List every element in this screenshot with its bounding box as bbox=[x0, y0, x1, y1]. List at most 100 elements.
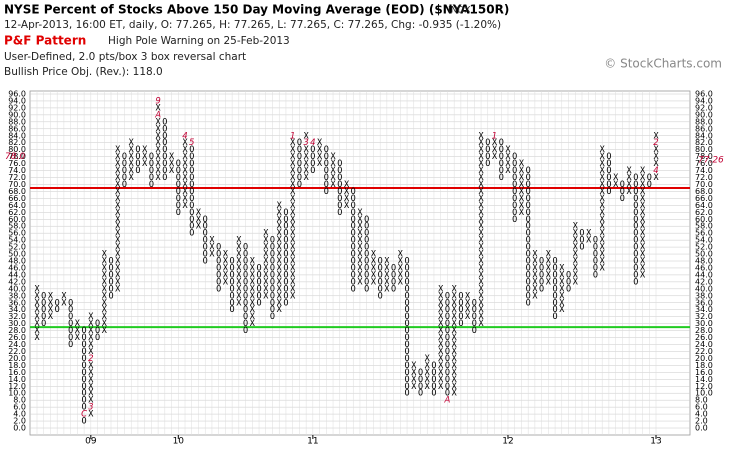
x-box: X bbox=[263, 257, 269, 267]
x-box: X bbox=[559, 270, 565, 280]
x-box: X bbox=[290, 173, 296, 183]
y-tick-label-right: 70.0 bbox=[695, 180, 713, 189]
o-box: O bbox=[297, 138, 302, 148]
month-marker: 2 bbox=[88, 354, 93, 364]
o-box: O bbox=[310, 145, 315, 155]
o-box: O bbox=[445, 291, 450, 301]
x-box: X bbox=[384, 270, 390, 280]
x-box: X bbox=[640, 180, 646, 190]
x-box: X bbox=[600, 215, 606, 225]
o-box: O bbox=[82, 389, 87, 399]
o-box: O bbox=[243, 326, 248, 336]
y-tick-label-right: 34.0 bbox=[695, 305, 713, 314]
x-box: X bbox=[182, 173, 188, 183]
pnf-column: XXX bbox=[142, 145, 148, 169]
y-tick-label-right: 2.0 bbox=[695, 417, 708, 426]
x-box: X bbox=[277, 257, 283, 267]
o-box: O bbox=[230, 277, 235, 287]
x-box: X bbox=[653, 152, 659, 162]
o-box: O bbox=[418, 389, 423, 399]
o-box: O bbox=[203, 250, 208, 260]
o-box: O bbox=[68, 333, 73, 343]
x-box: X bbox=[250, 312, 256, 322]
x-box: X bbox=[613, 180, 619, 190]
o-box: O bbox=[566, 277, 571, 287]
o-box: O bbox=[108, 257, 113, 267]
x-box: X bbox=[600, 152, 606, 162]
x-box: X bbox=[236, 263, 242, 273]
x-box: X bbox=[236, 257, 242, 267]
o-box: O bbox=[458, 312, 463, 322]
y-tick-label: 88.0 bbox=[8, 117, 26, 126]
month-marker: 3 bbox=[88, 403, 93, 413]
x-box: X bbox=[640, 166, 646, 176]
o-box: O bbox=[283, 222, 288, 232]
x-box: X bbox=[290, 270, 296, 280]
o-box: O bbox=[256, 298, 261, 308]
y-tick-label-right: 76.0 bbox=[695, 159, 713, 168]
x-box: X bbox=[182, 159, 188, 169]
o-box: O bbox=[135, 145, 140, 155]
o-box: O bbox=[633, 257, 638, 267]
x-box: X bbox=[142, 152, 148, 162]
o-box: O bbox=[499, 173, 504, 183]
y-tick-label: 94.0 bbox=[8, 96, 26, 105]
o-box: O bbox=[351, 277, 356, 287]
x-box: X bbox=[452, 340, 458, 350]
x-box: X bbox=[277, 305, 283, 315]
x-box: X bbox=[236, 298, 242, 308]
x-box: X bbox=[182, 194, 188, 204]
x-box: X bbox=[479, 201, 485, 211]
o-box: O bbox=[68, 312, 73, 322]
x-box: X bbox=[519, 208, 525, 218]
x-box: X bbox=[88, 361, 94, 371]
y-tick-label-right: 90.0 bbox=[695, 110, 713, 119]
x-box: X bbox=[102, 263, 108, 273]
o-box: O bbox=[593, 243, 598, 253]
x-box: X bbox=[600, 145, 606, 155]
x-box: X bbox=[75, 319, 81, 329]
o-box: O bbox=[431, 361, 436, 371]
x-box: X bbox=[438, 368, 444, 378]
o-box: O bbox=[68, 326, 73, 336]
x-box: X bbox=[357, 277, 363, 287]
x-box: X bbox=[640, 229, 646, 239]
o-box: O bbox=[633, 277, 638, 287]
o-box: O bbox=[606, 166, 611, 176]
o-box: O bbox=[553, 305, 558, 315]
y-tick-label: 78.0 bbox=[8, 152, 26, 161]
x-box: X bbox=[156, 145, 162, 155]
x-box: X bbox=[411, 382, 417, 392]
x-box: X bbox=[142, 159, 148, 169]
y-tick-label-right: 84.0 bbox=[695, 131, 713, 140]
x-box: X bbox=[330, 180, 336, 190]
x-box: X bbox=[371, 270, 377, 280]
x-box: X bbox=[34, 305, 40, 315]
x-box: X bbox=[532, 250, 538, 260]
o-box: O bbox=[512, 208, 517, 218]
x-box: X bbox=[586, 229, 592, 239]
o-box: O bbox=[445, 382, 450, 392]
x-box: X bbox=[142, 145, 148, 155]
x-box: X bbox=[344, 187, 350, 197]
x-box: X bbox=[236, 284, 242, 294]
x-box: X bbox=[196, 222, 202, 232]
y-tick-label-right: 72.0 bbox=[695, 173, 713, 182]
x-box: X bbox=[479, 236, 485, 246]
x-box: X bbox=[559, 298, 565, 308]
o-box: O bbox=[324, 180, 329, 190]
x-box: X bbox=[600, 166, 606, 176]
o-box: O bbox=[553, 291, 558, 301]
o-box: O bbox=[526, 257, 531, 267]
o-box: O bbox=[633, 236, 638, 246]
x-box: X bbox=[519, 173, 525, 183]
x-box: X bbox=[600, 180, 606, 190]
y-tick-label: 24.0 bbox=[8, 340, 26, 349]
